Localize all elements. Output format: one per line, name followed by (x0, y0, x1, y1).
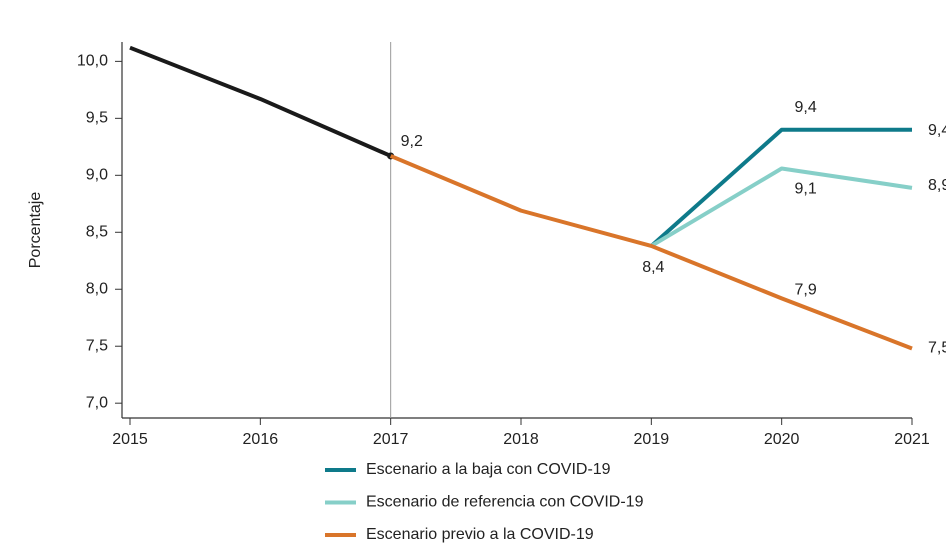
data-label: 8,4 (642, 259, 664, 276)
series-line (650, 166, 913, 248)
legend-label: Escenario de referencia con COVID-19 (366, 494, 644, 511)
series-line (129, 45, 392, 158)
series-line (389, 154, 913, 351)
x-tick-label: 2016 (243, 431, 279, 448)
x-tick-label: 2018 (503, 431, 539, 448)
data-label: 9,2 (401, 133, 423, 150)
data-label: 8,9 (928, 177, 946, 194)
data-label: 7,9 (795, 282, 817, 299)
y-tick-label: 9,0 (86, 167, 108, 184)
x-tick-label: 2015 (112, 431, 148, 448)
y-tick-label: 9,5 (86, 110, 108, 127)
data-label: 9,4 (795, 99, 817, 116)
y-tick-label: 7,5 (86, 337, 108, 354)
data-label: 9,4 (928, 122, 946, 139)
x-tick-label: 2017 (373, 431, 409, 448)
data-label: 9,1 (795, 181, 817, 198)
x-tick-label: 2019 (634, 431, 670, 448)
x-tick-label: 2020 (764, 431, 800, 448)
data-label: 7,5 (928, 340, 946, 357)
x-tick-label: 2021 (894, 431, 930, 448)
y-tick-label: 7,0 (86, 394, 108, 411)
legend-label: Escenario a la baja con COVID-19 (366, 461, 611, 478)
y-axis-label: Porcentaje (27, 192, 44, 269)
y-tick-label: 10,0 (77, 53, 108, 70)
legend-label: Escenario previo a la COVID-19 (366, 526, 594, 543)
series-line (650, 127, 912, 248)
y-tick-label: 8,5 (86, 223, 108, 240)
y-tick-label: 8,0 (86, 280, 108, 297)
